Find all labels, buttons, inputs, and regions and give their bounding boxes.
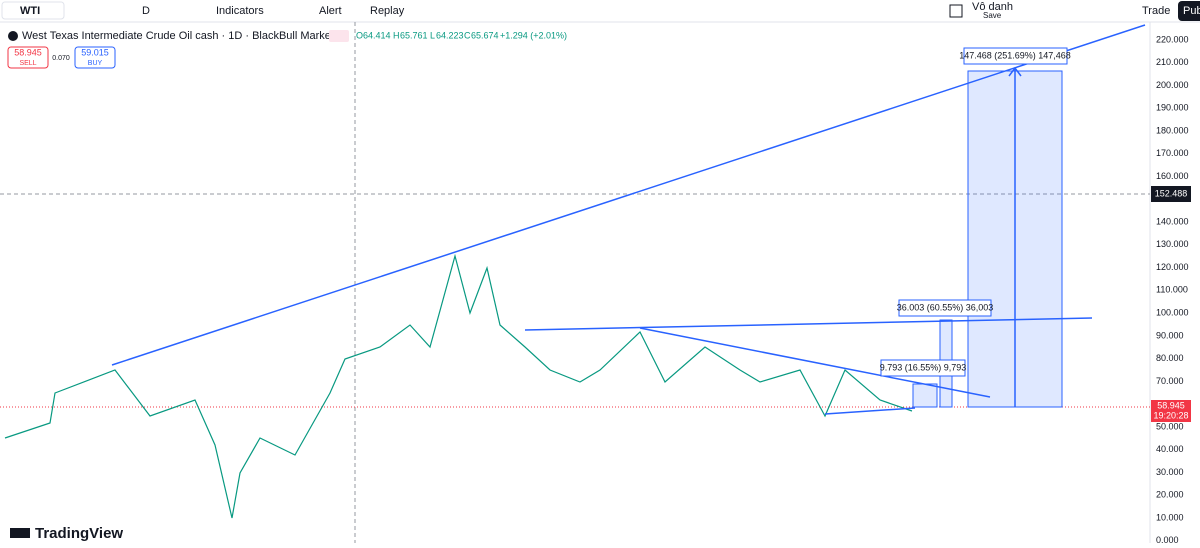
publish-label[interactable]: Pub — [1183, 5, 1200, 17]
change: +1.294 (+2.01%) — [500, 30, 567, 40]
arrow-head — [1008, 66, 1022, 77]
buy-price[interactable]: 59.015 — [81, 47, 109, 57]
measure-box-small[interactable] — [912, 383, 938, 408]
ohlc-label: H — [393, 30, 400, 40]
trend-line[interactable] — [111, 24, 1146, 366]
trade-button[interactable]: Trade — [1142, 5, 1170, 17]
price-tick-label: 170.000 — [1156, 148, 1189, 158]
resistance-line[interactable] — [524, 317, 1093, 331]
measure-label: 9.793 (16.55%) 9,793 — [880, 362, 967, 372]
ohlc-value: 64.414 — [363, 30, 391, 40]
price-tick-label: 100.000 — [1156, 307, 1189, 317]
ohlc-value: 64.223 — [436, 30, 464, 40]
measure-label: 147.468 (251.69%) 147,468 — [959, 50, 1071, 60]
price-tick-label: 40.000 — [1156, 444, 1184, 454]
ohlc-value: 65.761 — [400, 30, 428, 40]
ohlc-label: O — [356, 30, 363, 40]
price-tick-label: 130.000 — [1156, 239, 1189, 249]
price-tick-label: 70.000 — [1156, 376, 1184, 386]
descending-line[interactable] — [639, 327, 991, 398]
publish-button[interactable] — [1178, 1, 1200, 21]
countdown: 19:20:28 — [1153, 410, 1188, 420]
price-line — [4, 253, 913, 519]
price-tick-label: 50.000 — [1156, 421, 1184, 431]
price-tick-label: 220.000 — [1156, 34, 1189, 44]
interval[interactable]: D — [142, 5, 150, 17]
legend-title: West Texas Intermediate Crude Oil cash ·… — [22, 30, 340, 42]
price-tick-label: 190.000 — [1156, 103, 1189, 113]
replay-button[interactable]: Replay — [370, 5, 405, 17]
sell-button[interactable] — [7, 46, 49, 69]
brand-logo — [10, 528, 30, 538]
buy-button[interactable] — [74, 46, 116, 69]
price-tick-label: 90.000 — [1156, 330, 1184, 340]
price-tick-label: 80.000 — [1156, 353, 1184, 363]
price-tick-label: 110.000 — [1156, 285, 1188, 295]
measure-label-box — [963, 47, 1068, 65]
symbol[interactable]: WTI — [20, 5, 40, 17]
measure-label: 36.003 (60.55%) 36,003 — [897, 302, 994, 312]
spread: 0.070 — [52, 55, 70, 62]
measure-label-box — [880, 359, 966, 377]
price-tick-label: 0.000 — [1156, 535, 1179, 543]
save-status: Save — [983, 11, 1002, 20]
price-tick-label: 140.000 — [1156, 216, 1189, 226]
indicators-button[interactable]: Indicators — [216, 5, 264, 17]
measure-label-box — [898, 299, 992, 317]
price-tick-label: 120.000 — [1156, 262, 1189, 272]
price-tick-label: 160.000 — [1156, 171, 1189, 181]
sell-label[interactable]: SELL — [19, 60, 36, 67]
user-name[interactable]: Vô danh — [972, 1, 1013, 13]
price-tick-label: 210.000 — [1156, 57, 1189, 67]
crosshair-price-box — [1151, 186, 1191, 202]
symbol-icon — [8, 31, 18, 41]
last-price-box — [1151, 400, 1191, 422]
layout-icon[interactable] — [949, 4, 963, 18]
price-tick-label: 180.000 — [1156, 125, 1189, 135]
sell-price[interactable]: 58.945 — [14, 47, 42, 57]
price-tick-label: 200.000 — [1156, 80, 1189, 90]
brand: TradingView — [35, 525, 123, 542]
support-line[interactable] — [824, 407, 916, 415]
ohlc-label: L — [430, 30, 435, 40]
last-price: 58.945 — [1157, 400, 1185, 410]
buy-label[interactable]: BUY — [88, 60, 103, 67]
legend-badge — [329, 30, 349, 42]
price-tick-label: 10.000 — [1156, 512, 1184, 522]
price-tick-label: 30.000 — [1156, 467, 1184, 477]
crosshair-price: 152.488 — [1155, 188, 1188, 198]
alert-button[interactable]: Alert — [319, 5, 342, 17]
price-tick-label: 20.000 — [1156, 490, 1184, 500]
ohlc-label: C — [464, 30, 471, 40]
ohlc-value: 65.674 — [471, 30, 499, 40]
symbol-search[interactable] — [1, 1, 65, 20]
